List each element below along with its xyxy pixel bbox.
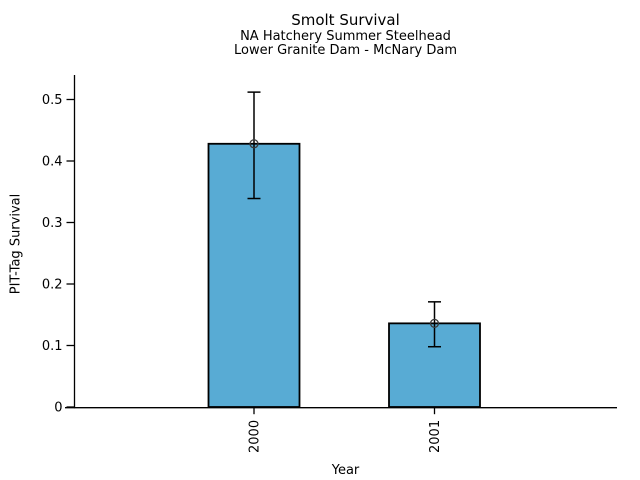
y-tick-label: 0.1: [42, 339, 63, 354]
x-axis-label: Year: [331, 463, 360, 478]
y-tick-label: 0.4: [42, 155, 63, 170]
y-tick-label: 0: [54, 401, 62, 416]
chart-subtitle-line1: NA Hatchery Summer Steelhead: [240, 29, 451, 44]
chart-title: Smolt Survival: [291, 11, 400, 29]
point-marker-circle: [249, 139, 259, 149]
point-marker-circle: [429, 318, 440, 329]
y-tick-label: 0.2: [42, 278, 63, 293]
chart-subtitle-line2: Lower Granite Dam - McNary Dam: [234, 43, 457, 58]
x-tick-label: 2000: [248, 420, 263, 453]
x-tick-label: 2001: [428, 420, 443, 453]
y-tick-label: 0.5: [42, 93, 63, 108]
y-tick-label: 0.3: [42, 216, 63, 231]
